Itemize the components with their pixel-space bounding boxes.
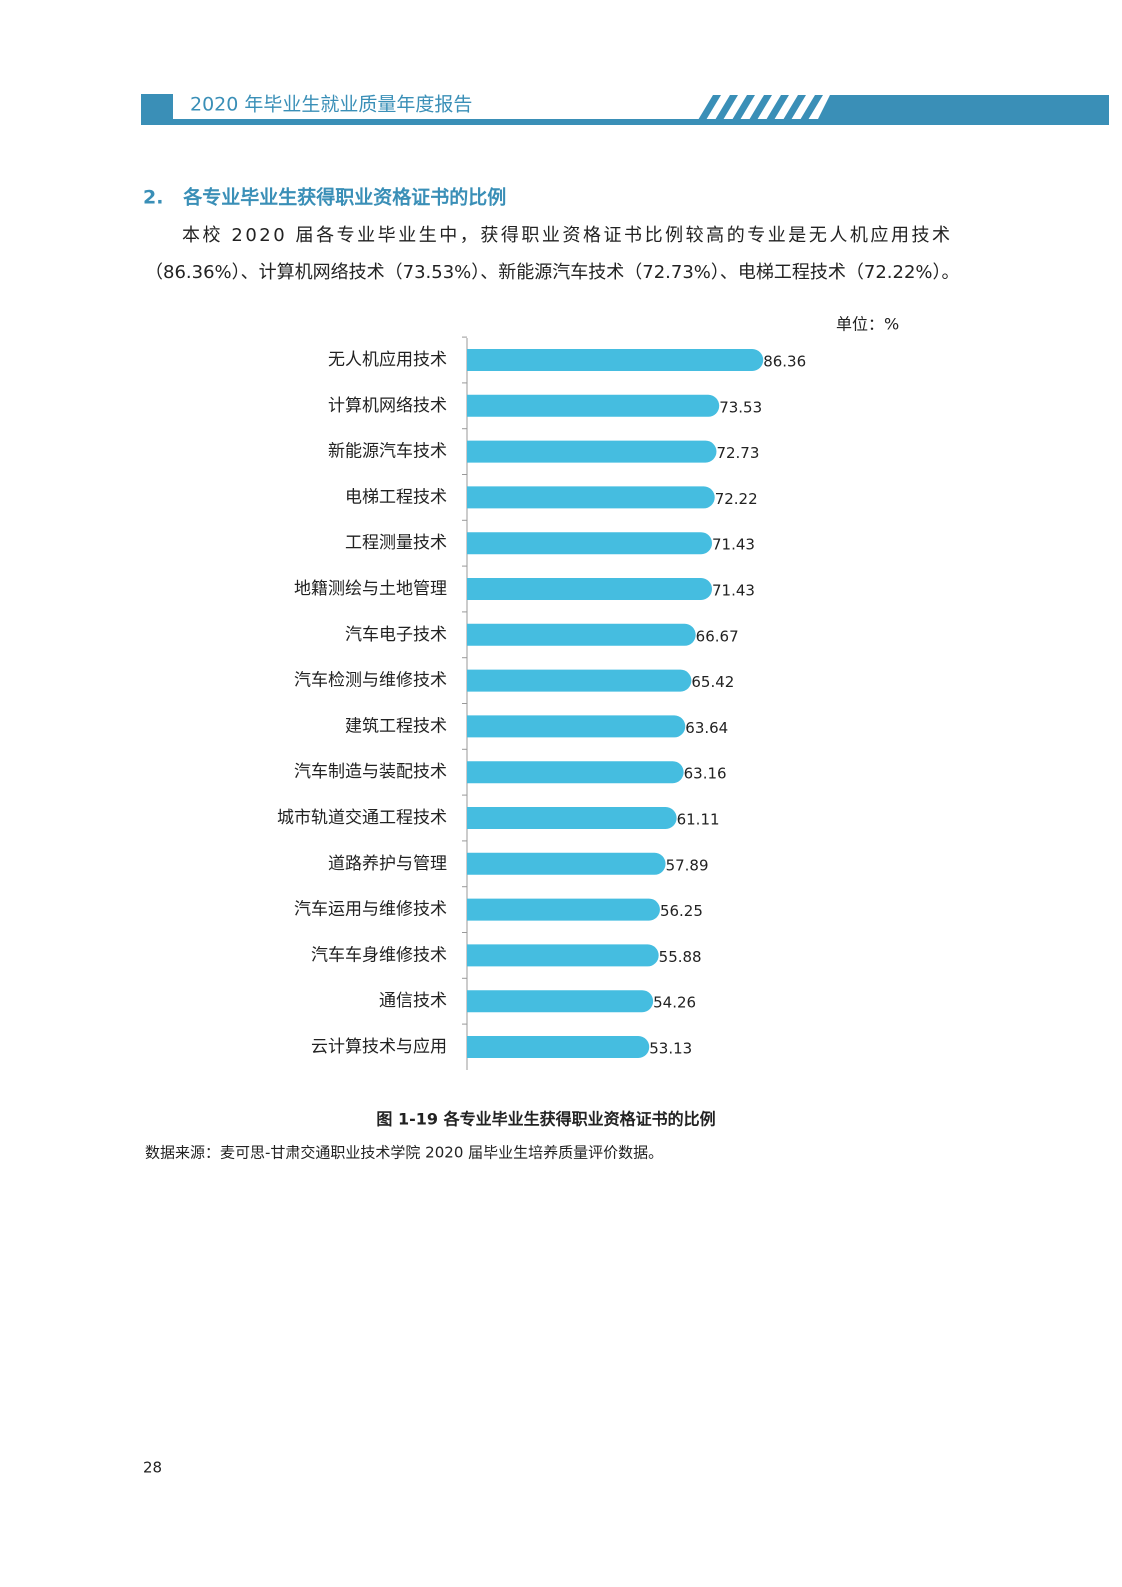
value-label: 61.11 — [677, 811, 720, 829]
category-label: 通信技术 — [379, 991, 447, 1011]
category-label: 汽车运用与维修技术 — [294, 900, 447, 920]
value-label: 86.36 — [763, 353, 806, 371]
category-label: 无人机应用技术 — [328, 350, 447, 370]
bar — [467, 532, 713, 555]
value-label: 63.16 — [684, 765, 727, 783]
value-label: 53.13 — [649, 1040, 692, 1058]
value-label: 55.88 — [659, 948, 702, 966]
category-label: 计算机网络技术 — [328, 396, 447, 416]
bar — [467, 852, 666, 875]
category-label: 道路养护与管理 — [328, 854, 447, 874]
category-label: 地籍测绘与土地管理 — [294, 579, 447, 599]
value-label: 71.43 — [712, 536, 755, 554]
source: 数据来源：麦可思-甘肃交通职业技术学院 2020 届毕业生培养质量评价数据。 — [145, 1144, 663, 1162]
category-label: 汽车检测与维修技术 — [294, 671, 447, 691]
value-label: 66.67 — [696, 627, 739, 645]
bar — [467, 440, 717, 463]
bar — [467, 394, 720, 417]
value-label: 72.73 — [716, 444, 759, 462]
bar — [467, 623, 696, 646]
category-label: 工程测量技术 — [345, 533, 447, 553]
category-label: 建筑工程技术 — [345, 716, 447, 736]
value-label: 71.43 — [712, 582, 755, 600]
category-label: 汽车制造与装配技术 — [294, 762, 447, 782]
bar — [467, 944, 659, 967]
header-band — [815, 95, 1109, 125]
section-heading: 2. 各专业毕业生获得职业资格证书的比例 — [143, 186, 506, 209]
category-label: 新能源汽车技术 — [328, 442, 447, 462]
bar — [467, 1036, 650, 1058]
paragraph-line: （86.36%）、计算机网络技术（73.53%）、新能源汽车技术（72.73%）… — [145, 262, 960, 283]
category-label: 电梯工程技术 — [345, 487, 447, 507]
chart: 无人机应用技术 86.36 计算机网络技术 73.53 新能源汽车技术 72.73 电梯工程… — [277, 336, 806, 1058]
bar — [467, 807, 677, 830]
caption: 图 1-19 各专业毕业生获得职业资格证书的比例 — [376, 1110, 715, 1129]
value-label: 73.53 — [719, 398, 762, 416]
value-label: 65.42 — [691, 673, 734, 691]
bar — [467, 990, 654, 1013]
bar — [467, 349, 764, 371]
bar — [467, 578, 713, 600]
bar — [467, 715, 686, 738]
value-label: 72.22 — [715, 490, 758, 508]
category-label: 汽车车身维修技术 — [311, 945, 447, 965]
page-number: 28 — [143, 1459, 162, 1477]
bar — [467, 669, 692, 692]
category-label: 城市轨道交通工程技术 — [277, 808, 447, 828]
value-label: 63.64 — [685, 719, 728, 737]
unit-label: 单位：% — [836, 315, 899, 334]
header-rule — [173, 119, 1109, 125]
header-title: 2020 年毕业生就业质量年度报告 — [190, 94, 472, 116]
value-label: 56.25 — [660, 902, 703, 920]
category-label: 云计算技术与应用 — [311, 1037, 447, 1057]
bar — [467, 761, 684, 784]
bar — [467, 898, 660, 921]
category-label: 汽车电子技术 — [345, 625, 447, 645]
value-label: 54.26 — [653, 994, 696, 1012]
bar — [467, 486, 715, 509]
value-label: 57.89 — [666, 856, 709, 874]
header-block — [141, 94, 173, 125]
paragraph-line: 本校 2020 届各专业毕业生中，获得职业资格证书比例较高的专业是无人机应用技术 — [182, 225, 950, 246]
header-stripes — [698, 95, 823, 120]
